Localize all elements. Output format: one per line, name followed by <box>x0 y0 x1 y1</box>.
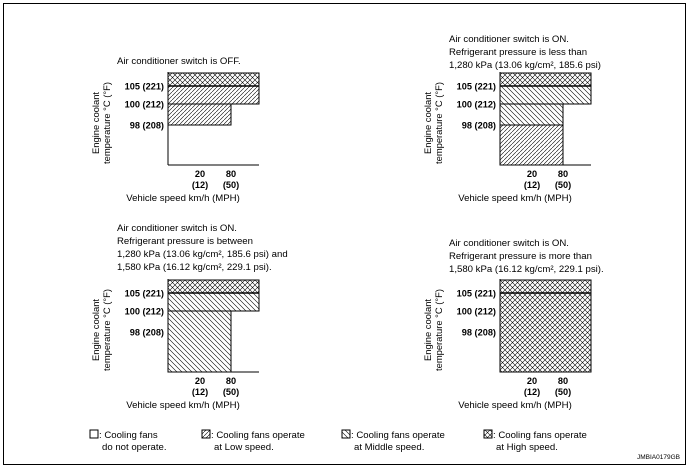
y-tick-label: 100 (212) <box>125 307 164 317</box>
legend-line: : Cooling fans operate <box>211 430 305 441</box>
zone-middle-speed <box>167 310 232 373</box>
y-tick-label: 105 (221) <box>457 289 496 299</box>
panel-ac-off: Air conditioner switch is OFF. 105 (221) 1… <box>90 56 260 204</box>
y-axis-title: Engine coolant temperature °C (°F) <box>422 289 444 371</box>
y-tick-label: 98 (208) <box>462 328 496 338</box>
panel-caption-line: 1,280 kPa (13.06 kg/cm², 185.6 psi) and <box>117 249 288 260</box>
panel-ac-on-low-pressure: Air conditioner switch is ON. Refrigerant… <box>422 34 601 204</box>
zone-high-speed <box>499 72 592 87</box>
y-tick-label: 105 (221) <box>125 289 164 299</box>
legend-swatch-middle <box>341 429 351 439</box>
y-axis-title: Engine coolant temperature °C (°F) <box>90 82 112 164</box>
y-tick-label: 100 (212) <box>457 307 496 317</box>
y-tick-label: 105 (221) <box>125 82 164 92</box>
x-tick-kmh: 20 <box>195 376 205 386</box>
y-axis-title-line: Engine coolant <box>90 92 101 154</box>
panel-caption-line: Air conditioner switch is OFF. <box>117 56 241 67</box>
panel-caption-line: Air conditioner switch is ON. <box>449 34 569 45</box>
legend-swatch-off <box>89 429 99 439</box>
x-axis-title: Vehicle speed km/h (MPH) <box>458 193 572 204</box>
legend-line: at Low speed. <box>214 442 274 453</box>
x-tick-kmh: 80 <box>226 169 236 179</box>
legend-line: : Cooling fans operate <box>351 430 445 441</box>
panel-caption-line: Refrigerant pressure is between <box>117 236 253 247</box>
x-tick-kmh: 20 <box>195 169 205 179</box>
legend-line: at High speed. <box>496 442 558 453</box>
zone-low-speed <box>167 103 232 126</box>
y-tick-label: 105 (221) <box>457 82 496 92</box>
panel-caption-line: Air conditioner switch is ON. <box>449 238 569 249</box>
figure-code: JMBIA0179GB <box>637 454 680 461</box>
y-axis-title: Engine coolant temperature °C (°F) <box>422 82 444 164</box>
x-tick-kmh: 20 <box>527 376 537 386</box>
panel-ac-on-high-pressure: Air conditioner switch is ON. Refrigerant… <box>422 238 604 411</box>
y-axis-title-line: Engine coolant <box>90 299 101 361</box>
panel-caption-line: Refrigerant pressure is more than <box>449 251 592 262</box>
legend-line: at Middle speed. <box>354 442 424 453</box>
y-tick-label: 100 (212) <box>125 100 164 110</box>
x-axis-title: Vehicle speed km/h (MPH) <box>458 400 572 411</box>
panel-caption-line: 1,280 kPa (13.06 kg/cm², 185.6 psi) <box>449 60 601 71</box>
panel-caption-line: Refrigerant pressure is less than <box>449 47 587 58</box>
zone-middle-speed <box>499 85 592 105</box>
zone-low-speed <box>499 124 564 166</box>
x-tick-mph: (12) <box>192 387 208 397</box>
x-tick-kmh: 20 <box>527 169 537 179</box>
zone-high-speed <box>167 72 260 87</box>
legend-line: do not operate. <box>102 442 167 453</box>
legend-line: : Cooling fans <box>99 430 158 441</box>
x-tick-kmh: 80 <box>226 376 236 386</box>
legend-swatch-low <box>201 429 211 439</box>
figure-frame <box>3 3 686 465</box>
panel-caption-line: 1,580 kPa (16.12 kg/cm², 229.1 psi). <box>449 264 604 275</box>
x-tick-mph: (50) <box>555 387 571 397</box>
panel-ac-on-mid-pressure: Air conditioner switch is ON. Refrigerant… <box>90 223 288 411</box>
y-axis-title-line: temperature °C (°F) <box>433 82 444 164</box>
y-axis-title-line: Engine coolant <box>422 92 433 154</box>
x-axis-title: Vehicle speed km/h (MPH) <box>126 193 240 204</box>
x-tick-mph: (50) <box>223 180 239 190</box>
y-axis-title-line: temperature °C (°F) <box>101 82 112 164</box>
y-axis-title: Engine coolant temperature °C (°F) <box>90 289 112 371</box>
y-tick-label: 98 (208) <box>130 328 164 338</box>
zone-high-speed <box>167 279 260 294</box>
y-tick-label: 98 (208) <box>130 121 164 131</box>
x-axis-title: Vehicle speed km/h (MPH) <box>126 400 240 411</box>
y-tick-label: 100 (212) <box>457 100 496 110</box>
panel-caption-line: Air conditioner switch is ON. <box>117 223 237 234</box>
x-tick-mph: (12) <box>192 180 208 190</box>
x-tick-kmh: 80 <box>558 169 568 179</box>
legend-line: : Cooling fans operate <box>493 430 587 441</box>
panel-caption-line: 1,580 kPa (16.12 kg/cm², 229.1 psi). <box>117 262 272 273</box>
y-axis-title-line: Engine coolant <box>422 299 433 361</box>
x-tick-mph: (50) <box>555 180 571 190</box>
legend-swatch-high <box>483 429 493 439</box>
x-tick-mph: (12) <box>524 387 540 397</box>
x-tick-mph: (12) <box>524 180 540 190</box>
y-axis-title-line: temperature °C (°F) <box>433 289 444 371</box>
zone-middle-speed <box>167 292 260 312</box>
x-tick-mph: (50) <box>223 387 239 397</box>
y-tick-label: 98 (208) <box>462 121 496 131</box>
zone-low-speed <box>167 85 260 105</box>
x-tick-kmh: 80 <box>558 376 568 386</box>
y-axis-title-line: temperature °C (°F) <box>101 289 112 371</box>
zone-middle-speed <box>499 103 564 126</box>
